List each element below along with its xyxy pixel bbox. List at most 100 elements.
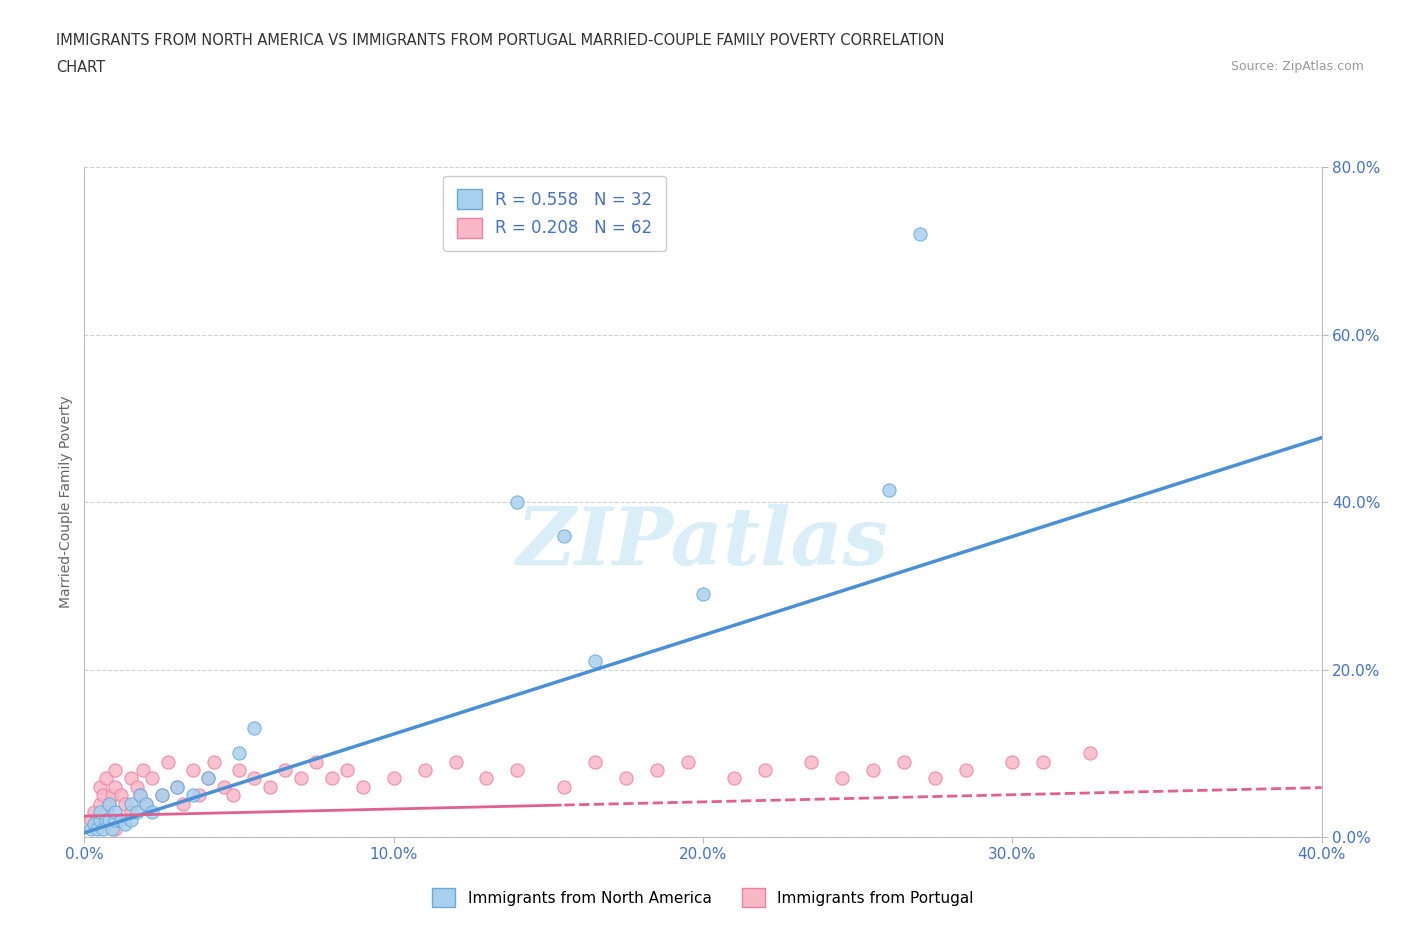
Point bbox=[104, 821, 127, 836]
Point bbox=[150, 788, 173, 803]
Point bbox=[101, 788, 124, 803]
Point bbox=[382, 771, 405, 786]
Point bbox=[94, 804, 117, 819]
Point bbox=[101, 821, 124, 836]
Point bbox=[166, 779, 188, 794]
Point bbox=[321, 771, 343, 786]
Point bbox=[243, 721, 266, 736]
Y-axis label: Married-Couple Family Poverty: Married-Couple Family Poverty bbox=[59, 396, 73, 608]
Point bbox=[79, 813, 101, 828]
Point bbox=[104, 804, 127, 819]
Point bbox=[79, 821, 101, 836]
Point bbox=[800, 754, 823, 769]
Point bbox=[955, 763, 977, 777]
Point bbox=[862, 763, 884, 777]
Point bbox=[506, 763, 529, 777]
Point bbox=[120, 796, 142, 811]
Point bbox=[83, 817, 105, 832]
Point bbox=[129, 788, 152, 803]
Text: ZIPatlas: ZIPatlas bbox=[517, 504, 889, 581]
Point bbox=[110, 788, 132, 803]
Point bbox=[475, 771, 498, 786]
Point bbox=[676, 754, 699, 769]
Point bbox=[924, 771, 946, 786]
Point bbox=[172, 796, 194, 811]
Point bbox=[135, 796, 157, 811]
Legend: R = 0.558   N = 32, R = 0.208   N = 62: R = 0.558 N = 32, R = 0.208 N = 62 bbox=[443, 176, 665, 251]
Point bbox=[125, 779, 148, 794]
Point bbox=[89, 779, 111, 794]
Point bbox=[723, 771, 745, 786]
Point bbox=[645, 763, 668, 777]
Point bbox=[187, 788, 209, 803]
Point bbox=[197, 771, 219, 786]
Point bbox=[212, 779, 235, 794]
Point bbox=[135, 796, 157, 811]
Point bbox=[290, 771, 312, 786]
Point bbox=[274, 763, 297, 777]
Point bbox=[228, 746, 250, 761]
Point bbox=[259, 779, 281, 794]
Point bbox=[222, 788, 245, 803]
Point bbox=[877, 483, 900, 498]
Text: Source: ZipAtlas.com: Source: ZipAtlas.com bbox=[1230, 60, 1364, 73]
Point bbox=[98, 796, 121, 811]
Point bbox=[89, 804, 111, 819]
Point bbox=[120, 804, 142, 819]
Point bbox=[831, 771, 853, 786]
Point bbox=[181, 788, 204, 803]
Point bbox=[553, 528, 575, 543]
Point bbox=[1032, 754, 1054, 769]
Point bbox=[228, 763, 250, 777]
Point bbox=[583, 654, 606, 669]
Point bbox=[243, 771, 266, 786]
Point bbox=[83, 804, 105, 819]
Point bbox=[1078, 746, 1101, 761]
Point bbox=[1001, 754, 1024, 769]
Point bbox=[181, 763, 204, 777]
Point bbox=[98, 796, 121, 811]
Point bbox=[104, 763, 127, 777]
Point bbox=[352, 779, 374, 794]
Point bbox=[336, 763, 359, 777]
Point bbox=[444, 754, 467, 769]
Text: CHART: CHART bbox=[56, 60, 105, 75]
Point bbox=[120, 813, 142, 828]
Point bbox=[166, 779, 188, 794]
Point bbox=[197, 771, 219, 786]
Point bbox=[614, 771, 637, 786]
Point bbox=[114, 817, 136, 832]
Point bbox=[98, 813, 121, 828]
Point bbox=[583, 754, 606, 769]
Point bbox=[908, 227, 931, 242]
Point bbox=[104, 813, 127, 828]
Text: IMMIGRANTS FROM NORTH AMERICA VS IMMIGRANTS FROM PORTUGAL MARRIED-COUPLE FAMILY : IMMIGRANTS FROM NORTH AMERICA VS IMMIGRA… bbox=[56, 33, 945, 47]
Point bbox=[305, 754, 328, 769]
Point bbox=[202, 754, 225, 769]
Point bbox=[86, 813, 108, 828]
Point bbox=[150, 788, 173, 803]
Point bbox=[114, 796, 136, 811]
Point bbox=[156, 754, 179, 769]
Point bbox=[89, 796, 111, 811]
Point bbox=[86, 821, 108, 836]
Point bbox=[91, 788, 114, 803]
Point bbox=[104, 779, 127, 794]
Point bbox=[506, 495, 529, 510]
Point bbox=[692, 587, 714, 602]
Point bbox=[125, 804, 148, 819]
Point bbox=[141, 771, 163, 786]
Point bbox=[141, 804, 163, 819]
Point bbox=[94, 813, 117, 828]
Point bbox=[94, 771, 117, 786]
Point bbox=[553, 779, 575, 794]
Point bbox=[893, 754, 915, 769]
Point bbox=[129, 788, 152, 803]
Point bbox=[754, 763, 776, 777]
Point bbox=[110, 813, 132, 828]
Point bbox=[132, 763, 155, 777]
Point bbox=[120, 771, 142, 786]
Point bbox=[91, 821, 114, 836]
Point bbox=[89, 813, 111, 828]
Legend: Immigrants from North America, Immigrants from Portugal: Immigrants from North America, Immigrant… bbox=[426, 883, 980, 913]
